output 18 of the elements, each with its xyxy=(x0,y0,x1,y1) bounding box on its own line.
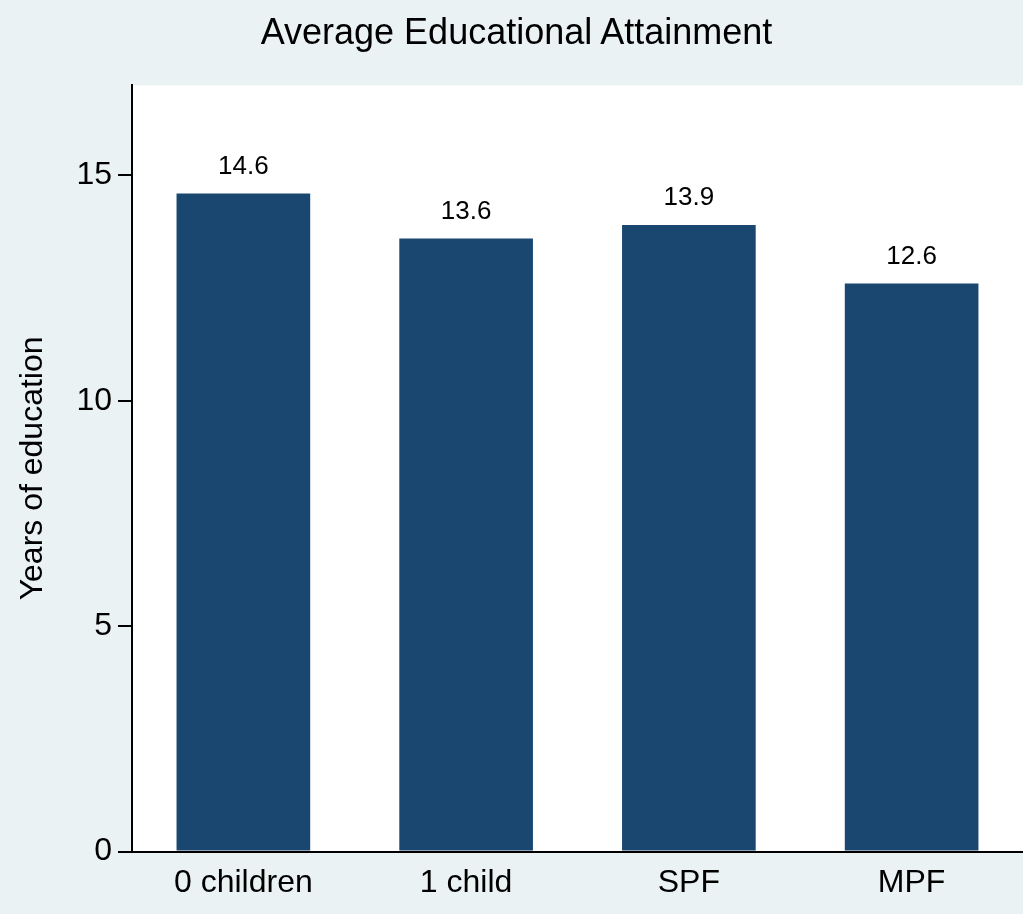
data-label: 14.6 xyxy=(218,149,269,180)
data-label: 13.9 xyxy=(663,181,715,212)
x-tick-label: 0 children xyxy=(173,862,313,899)
y-tick-label: 10 xyxy=(76,380,112,417)
bar xyxy=(622,224,756,851)
chart-title: Average Educational Attainment xyxy=(260,10,773,52)
x-tick-label: 1 child xyxy=(419,862,513,899)
y-axis-title: Years of education xyxy=(13,336,50,601)
y-tick-label: 15 xyxy=(76,155,112,192)
data-label: 13.6 xyxy=(440,194,492,225)
bar xyxy=(176,193,311,851)
data-label: 12.6 xyxy=(886,239,937,270)
x-tick-label: SPF xyxy=(657,862,720,899)
bar xyxy=(844,283,979,851)
x-tick-label: MPF xyxy=(877,862,946,899)
y-tick-label: 0 xyxy=(94,831,112,868)
y-tick-label: 5 xyxy=(94,606,112,643)
bar xyxy=(399,238,533,851)
